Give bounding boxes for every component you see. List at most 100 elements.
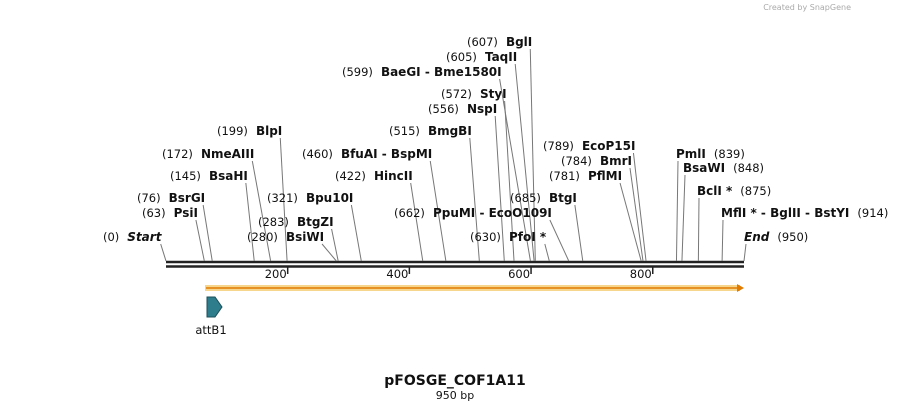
site-name: NmeAIII	[201, 147, 254, 161]
site-position: (283)	[258, 215, 289, 229]
site-name: BsaWI	[683, 161, 725, 175]
site-position: (172)	[162, 147, 193, 161]
site-name: PflMI	[588, 169, 622, 183]
site-name: MflI * - BglII - BstYI	[721, 206, 849, 220]
site-line	[321, 243, 337, 262]
site-line	[429, 160, 447, 262]
site-name: NspI	[467, 102, 497, 116]
site-line	[202, 204, 213, 262]
site-line	[160, 243, 167, 262]
site-name: TaqII	[485, 50, 517, 64]
site-line	[721, 219, 724, 262]
site-line	[195, 219, 205, 262]
site-name: HincII	[374, 169, 413, 183]
site-label: (76) BsrGI	[137, 191, 205, 205]
site-label: (321) Bpu10I	[267, 191, 353, 205]
site-position: (422)	[335, 169, 366, 183]
site-name: BsrGI	[169, 191, 206, 205]
site-position: (781)	[549, 169, 580, 183]
site-position: (280)	[247, 230, 278, 244]
site-name: BaeGI - Bme1580I	[381, 65, 502, 79]
site-line	[331, 228, 339, 262]
site-label: (0) Start	[103, 230, 163, 244]
site-position: (605)	[446, 50, 477, 64]
feature-arrow	[206, 296, 223, 318]
site-line	[245, 182, 255, 262]
site-name: StyI	[480, 87, 507, 101]
site-name: Start	[127, 230, 162, 244]
site-line	[251, 160, 272, 262]
site-line	[675, 160, 679, 262]
site-name: BlpI	[256, 124, 282, 138]
site-position: (662)	[394, 206, 425, 220]
site-position: (848)	[733, 161, 764, 175]
site-label: (515) BmgBI	[389, 124, 472, 138]
site-name: BclI *	[697, 184, 733, 198]
ruler-label: 800	[630, 267, 652, 281]
site-line	[632, 152, 647, 262]
site-position: (145)	[170, 169, 201, 183]
site-position: (556)	[428, 102, 459, 116]
site-position: (63)	[142, 206, 166, 220]
site-name: PmlI	[676, 147, 706, 161]
site-name: BglI	[506, 35, 532, 49]
site-line	[544, 243, 550, 262]
site-position: (789)	[543, 139, 574, 153]
site-label: (145) BsaHI	[170, 169, 248, 183]
site-label: (199) BlpI	[217, 124, 282, 138]
site-name: PpuMI - EcoO109I	[433, 206, 552, 220]
site-label: (605) TaqII	[446, 50, 517, 64]
site-line	[469, 137, 480, 262]
site-label: (280) BsiWI	[247, 230, 324, 244]
site-label: (572) StyI	[441, 87, 507, 101]
site-position: (607)	[467, 35, 498, 49]
site-label: (607) BglI	[467, 35, 532, 49]
site-line	[619, 182, 642, 262]
site-position: (839)	[714, 147, 745, 161]
site-label: (556) NspI	[428, 102, 497, 116]
site-label: (789) EcoP15I	[543, 139, 635, 153]
site-name: PsiI	[174, 206, 198, 220]
site-line	[629, 167, 644, 262]
site-name: BmgBI	[428, 124, 472, 138]
site-label: (460) BfuAI - BspMI	[302, 147, 432, 161]
site-name: BtgI	[549, 191, 577, 205]
backbone	[166, 260, 744, 268]
site-name: PfoI *	[509, 230, 547, 244]
site-label: (685) BtgI	[510, 191, 577, 205]
site-label: (283) BtgZI	[258, 215, 334, 229]
site-line	[410, 182, 424, 262]
feature-label: attB1	[195, 323, 226, 337]
site-label: (172) NmeAIII	[162, 147, 254, 161]
site-name: Bpu10I	[306, 191, 353, 205]
site-name: BsiWI	[286, 230, 324, 244]
site-label: (784) BmrI	[561, 154, 632, 168]
site-label: (781) PflMI	[549, 169, 622, 183]
site-line	[279, 137, 288, 262]
ruler-label: 400	[386, 267, 408, 281]
site-position: (0)	[103, 230, 119, 244]
site-position: (599)	[342, 65, 373, 79]
site-line	[697, 197, 700, 262]
site-name: EcoP15I	[582, 139, 636, 153]
site-name: BtgZI	[297, 215, 334, 229]
site-label: (63) PsiI	[142, 206, 198, 220]
site-position: (515)	[389, 124, 420, 138]
site-line	[499, 78, 531, 262]
site-position: (875)	[740, 184, 771, 198]
site-label: BsaWI (848)	[683, 161, 764, 175]
site-line	[681, 174, 686, 262]
site-label: PmlI (839)	[676, 147, 745, 161]
site-position: (460)	[302, 147, 333, 161]
feature-bar	[205, 284, 744, 292]
site-line	[350, 204, 362, 262]
site-position: (914)	[857, 206, 888, 220]
site-position: (199)	[217, 124, 248, 138]
site-label: (422) HincII	[335, 169, 413, 183]
ruler-label: 600	[508, 267, 530, 281]
site-position: (685)	[510, 191, 541, 205]
site-name: End	[744, 230, 770, 244]
site-position: (784)	[561, 154, 592, 168]
site-position: (321)	[267, 191, 298, 205]
site-line	[743, 243, 747, 262]
